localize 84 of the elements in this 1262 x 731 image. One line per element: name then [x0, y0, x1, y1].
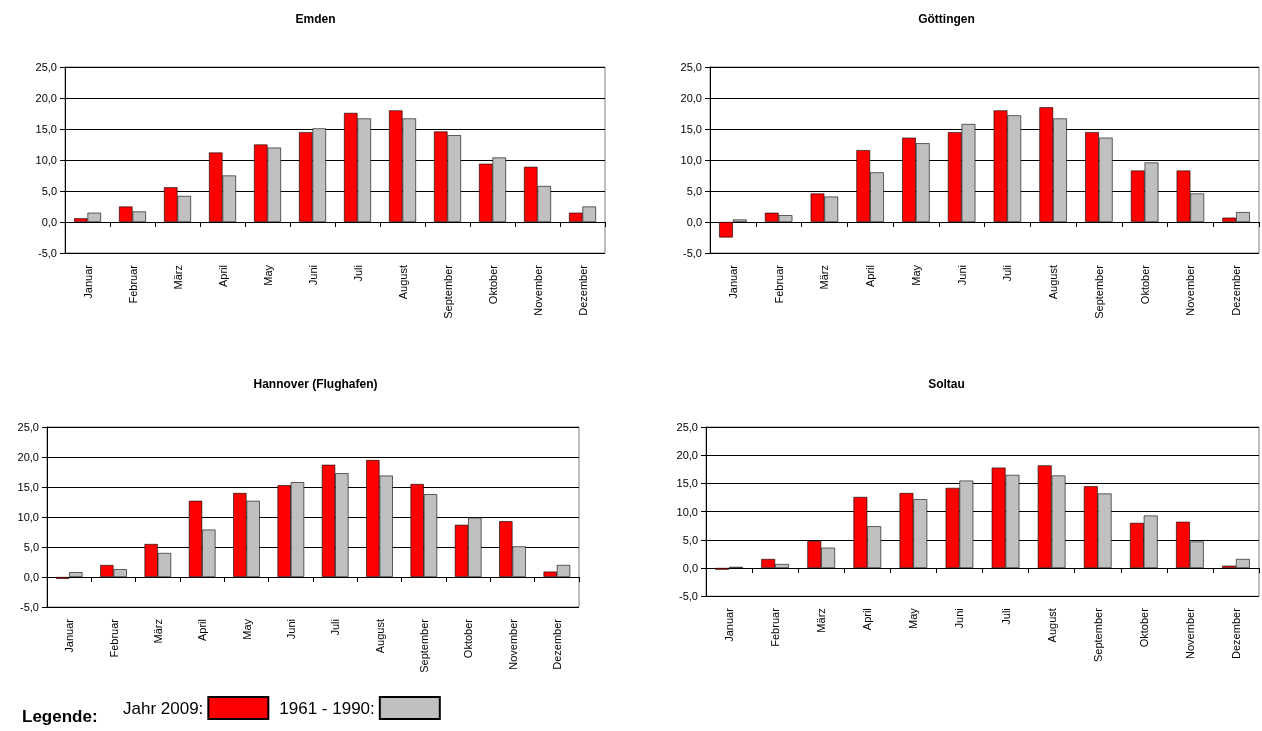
y-tick-label: 0,0 [682, 561, 698, 574]
x-tick-label: Januar [81, 264, 94, 299]
y-tick-label: -5,0 [20, 601, 39, 613]
y-tick-label: 25,0 [680, 61, 702, 73]
y-tick-label: -5,0 [38, 247, 57, 259]
chart-title: Soltau [928, 377, 965, 391]
x-tick-label: August [1045, 608, 1058, 643]
x-tick-label: April [864, 265, 877, 288]
x-tick-label: Juni [306, 265, 319, 286]
y-tick-label: 10,0 [35, 154, 57, 166]
x-tick-label: Dezember [576, 264, 589, 316]
y-tick-label: 15,0 [680, 123, 702, 135]
x-tick-label: August [1047, 265, 1060, 300]
y-tick-label: 15,0 [676, 477, 698, 490]
x-tick-label: Januar [726, 264, 739, 299]
y-tick-label: 15,0 [17, 481, 39, 493]
x-tick-label: September [1091, 607, 1104, 662]
x-tick-label: Januar [723, 607, 736, 642]
chart-title: Hannover (Flughafen) [253, 377, 378, 391]
x-tick-label: May [907, 607, 920, 629]
y-tick-label: 20,0 [35, 92, 57, 104]
x-tick-label: Juni [955, 265, 968, 286]
x-tick-label: März [815, 608, 828, 633]
chart-title: Emden [295, 12, 336, 26]
y-tick-label: 10,0 [680, 154, 702, 166]
legend-title: Legende: [22, 707, 98, 726]
x-tick-label: November [1184, 264, 1197, 316]
x-tick-label: November [531, 264, 544, 316]
x-tick-label: May [909, 264, 922, 286]
x-tick-label: Februar [107, 618, 120, 658]
x-tick-label: September [417, 618, 430, 673]
x-tick-label: Juli [1001, 265, 1014, 282]
y-tick-label: 5,0 [682, 533, 698, 546]
x-tick-label: Februar [772, 264, 785, 304]
x-tick-label: März [171, 265, 184, 290]
x-tick-label: September [1092, 264, 1105, 319]
x-tick-label: Oktober [1138, 264, 1151, 305]
bar [719, 222, 733, 238]
x-tick-label: Juni [953, 608, 966, 629]
x-tick-label: August [373, 619, 386, 654]
y-tick-label: 0,0 [686, 216, 702, 228]
y-tick-label: -5,0 [683, 247, 702, 259]
x-tick-label: Oktober [462, 618, 475, 659]
y-tick-label: 0,0 [23, 571, 39, 583]
x-tick-label: Februar [769, 607, 782, 647]
y-tick-label: 10,0 [17, 511, 39, 523]
y-tick-label: 25,0 [676, 421, 698, 433]
x-tick-label: May [240, 618, 253, 640]
chart-title: Göttingen [918, 12, 975, 26]
x-tick-label: April [216, 265, 229, 288]
y-tick-label: 5,0 [686, 185, 702, 197]
y-tick-label: 10,0 [676, 505, 698, 518]
y-tick-label: 25,0 [17, 421, 39, 433]
x-tick-label: Juni [284, 619, 297, 640]
x-tick-label: Oktober [486, 264, 499, 305]
x-tick-label: April [861, 608, 874, 631]
y-tick-label: 25,0 [35, 61, 57, 73]
x-tick-label: April [196, 619, 209, 642]
x-tick-label: März [151, 619, 164, 644]
legend-label: Jahr 2009: [122, 698, 204, 718]
x-tick-label: März [818, 265, 831, 290]
x-tick-label: Dezember [550, 618, 563, 670]
y-tick-label: 5,0 [41, 185, 57, 197]
legend-label: 1961 - 1990: [279, 698, 375, 718]
y-tick-label: 5,0 [23, 541, 39, 553]
x-tick-label: Dezember [1230, 264, 1243, 316]
y-tick-label: -5,0 [679, 590, 698, 603]
y-tick-label: 20,0 [17, 451, 39, 463]
x-tick-label: Januar [63, 618, 76, 653]
x-tick-label: Februar [126, 264, 139, 304]
x-tick-label: Juli [329, 619, 342, 636]
x-tick-label: Juli [351, 265, 364, 282]
x-tick-label: November [506, 618, 519, 670]
y-tick-label: 15,0 [35, 123, 57, 135]
x-tick-label: Oktober [1137, 607, 1150, 648]
y-tick-label: 20,0 [680, 92, 702, 104]
x-tick-label: Dezember [1229, 607, 1242, 659]
x-tick-label: Juli [999, 608, 1012, 625]
x-tick-label: May [261, 264, 274, 286]
x-tick-label: August [396, 265, 409, 300]
x-tick-label: September [441, 264, 454, 319]
y-tick-label: 20,0 [676, 449, 698, 462]
y-tick-label: 0,0 [41, 216, 57, 228]
x-tick-label: November [1183, 607, 1196, 659]
